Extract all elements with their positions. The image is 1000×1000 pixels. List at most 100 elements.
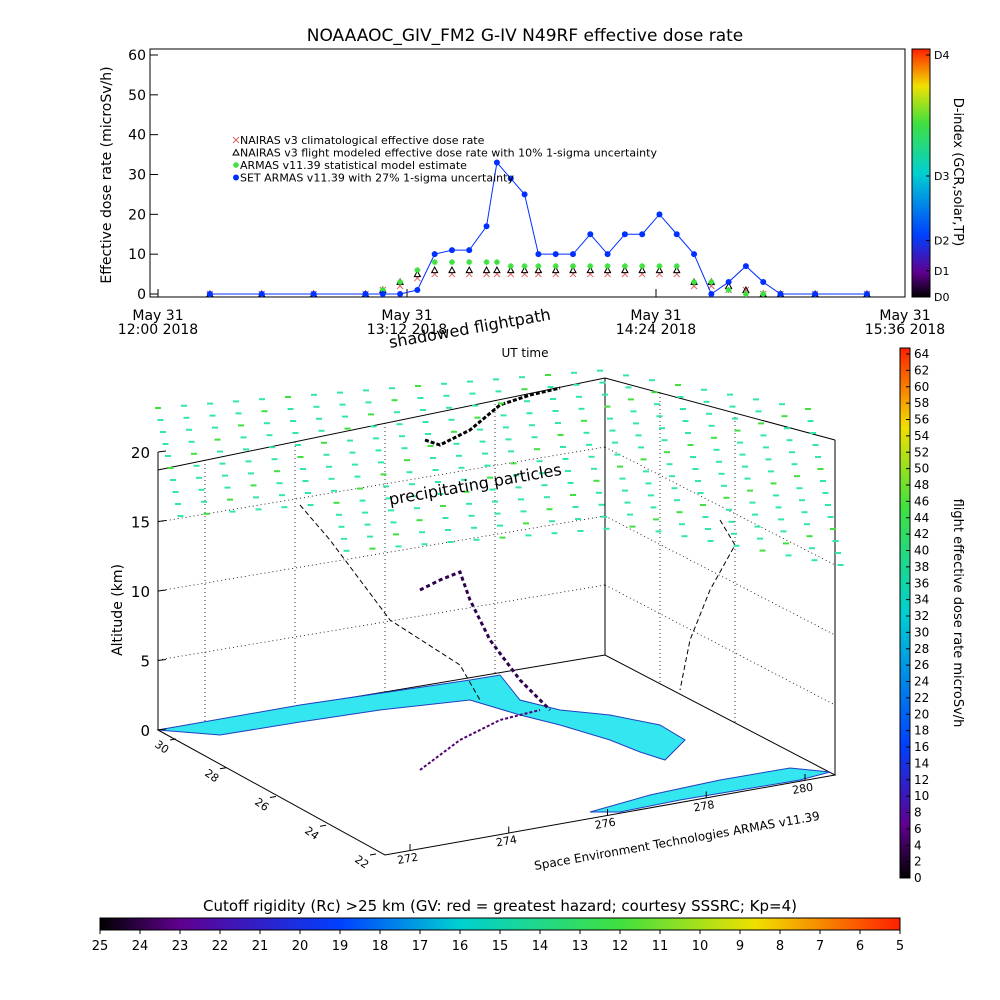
- marker: [448, 270, 456, 278]
- marker: [397, 291, 404, 297]
- box-3d: [156, 377, 837, 856]
- colorbar-tick-label: 20: [914, 707, 929, 721]
- colorbar-tick-label: 64: [914, 347, 929, 361]
- colorbar-tick-label: 20: [292, 939, 309, 954]
- z-tick: [157, 728, 167, 731]
- marker: [465, 270, 473, 278]
- lat-tick: [169, 738, 177, 741]
- colorbar-tick-label: 26: [914, 658, 929, 672]
- z-tick-label: 10: [131, 583, 150, 601]
- title: NOAAAOC_GIV_FM2 G-IV N49RF effective dos…: [307, 26, 744, 46]
- x-tick-label: May 31 13:12 2018: [367, 308, 447, 338]
- lon-tick-label: 274: [495, 833, 518, 849]
- colorbar-tick-label: 23: [172, 939, 189, 954]
- marker: [414, 287, 421, 294]
- marker: [639, 263, 646, 270]
- marker: [507, 263, 514, 270]
- marker: [672, 266, 681, 274]
- marker: [570, 263, 576, 270]
- marker: [232, 148, 240, 156]
- lon-tick-label: 278: [693, 798, 716, 814]
- colorbar-tick-label: 6: [914, 822, 922, 836]
- marker: [604, 263, 611, 270]
- y-tick-label: 0: [137, 287, 146, 303]
- marker: [482, 266, 491, 274]
- marker: [493, 266, 501, 274]
- marker: [414, 274, 421, 282]
- marker: [551, 266, 560, 274]
- y-tick-label: 50: [128, 88, 146, 104]
- marker: [448, 266, 456, 274]
- marker: [569, 266, 577, 274]
- d-index-colorbar: [911, 48, 931, 298]
- legend-label: SET ARMAS v11.39 with 27% 1-sigma uncert…: [240, 172, 514, 185]
- lat-tick-label: 26: [252, 795, 271, 814]
- marker: [673, 270, 681, 278]
- colorbar-tick-label: 10: [692, 939, 709, 954]
- marker: [362, 291, 369, 297]
- x-tick-label: May 31 14:24 2018: [616, 308, 696, 338]
- marker: [413, 270, 422, 278]
- marker: [760, 291, 767, 297]
- colorbar-tick-label: 28: [914, 642, 929, 656]
- colorbar-tick-label: 22: [212, 939, 229, 954]
- d-index-label: D-index (GCR,solar,TP): [950, 98, 965, 246]
- x-tick-label: May 31 12:00 2018: [118, 308, 198, 338]
- marker: [233, 162, 239, 168]
- marker: [569, 270, 577, 278]
- marker: [206, 291, 213, 297]
- marker: [586, 270, 594, 278]
- marker: [725, 287, 732, 294]
- marker: [233, 174, 239, 181]
- colorbar-tick-label: 34: [914, 593, 929, 607]
- marker: [535, 263, 542, 270]
- marker: [431, 270, 439, 278]
- marker: [638, 270, 646, 278]
- marker: [621, 270, 629, 278]
- colorbar-tick-label: 22: [914, 691, 929, 705]
- colorbar-tick-label: 11: [652, 939, 669, 954]
- colorbar-tick-label: 9: [736, 939, 744, 954]
- legend-label: NAIRAS v3 climatological effective dose …: [240, 134, 485, 147]
- marker: [604, 270, 611, 278]
- marker: [414, 267, 421, 274]
- marker: [656, 263, 663, 270]
- colorbar-tick-label: 2: [914, 855, 922, 869]
- colorbar-tick-label: 17: [412, 939, 429, 954]
- colorbar-tick-label: 6: [856, 939, 864, 954]
- colorbar-tick-label: 21: [252, 939, 269, 954]
- marker: [493, 159, 500, 166]
- colorbar-tick-label: 10: [914, 789, 929, 803]
- z-tick: [157, 659, 167, 661]
- marker: [397, 279, 404, 286]
- particles: [155, 369, 844, 566]
- z-tick: [157, 589, 167, 592]
- colorbar-tick-label: 15: [492, 939, 509, 954]
- marker: [621, 231, 628, 238]
- marker: [535, 251, 542, 258]
- marker: [552, 263, 559, 270]
- marker: [379, 287, 386, 294]
- marker: [691, 251, 698, 258]
- z-tick: [157, 520, 167, 522]
- marker: [310, 291, 317, 297]
- lon-tick-label: 272: [396, 851, 419, 867]
- colorbar-tick-label: 58: [914, 396, 929, 410]
- marker: [448, 259, 455, 266]
- colorbar-tick-label: 60: [914, 380, 929, 394]
- colorbar-tick-label: 32: [914, 609, 929, 623]
- marker: [483, 259, 490, 266]
- colorbar-tick-label: 56: [914, 413, 929, 427]
- colorbar-tick-label: 24: [914, 675, 929, 689]
- marker: [777, 291, 784, 297]
- marker: [379, 291, 386, 297]
- marker: [493, 270, 501, 278]
- lat-tick-label: 30: [152, 738, 171, 757]
- colorbar-tick-label: 16: [452, 939, 469, 954]
- marker: [431, 259, 438, 266]
- y-tick-label: 60: [128, 48, 146, 64]
- colorbar-tick-label: 54: [914, 429, 929, 443]
- marker: [521, 263, 528, 270]
- marker: [521, 270, 528, 278]
